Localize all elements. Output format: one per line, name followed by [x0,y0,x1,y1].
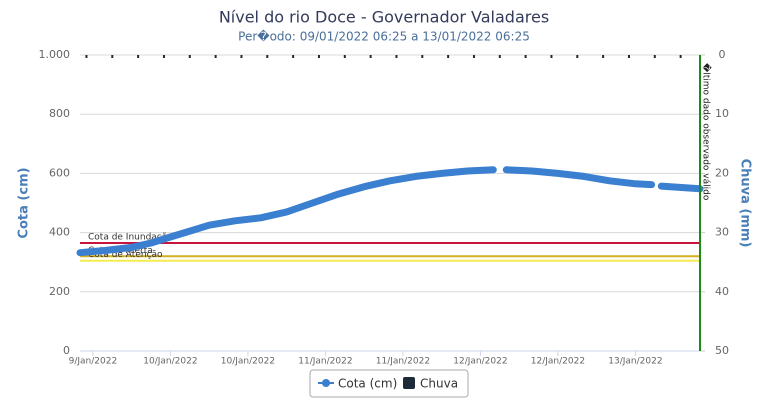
y-tick-label: 200 [49,285,70,298]
rain-bar [421,55,424,58]
rain-bar [85,55,88,58]
rain-bar [498,55,501,58]
rain-bar [653,55,656,58]
rain-bar [369,55,372,58]
rain-bar [292,55,295,58]
rain-bar [317,55,320,58]
rain-bar [447,55,450,58]
y2-tick-label: 40 [715,285,729,298]
rain-bar [679,55,682,58]
x-tick-label: 11/Jan/2022 [298,357,352,367]
chart-title: Nível do rio Doce - Governador Valadares [219,8,549,27]
y2-tick-label: 50 [715,344,729,357]
x-tick-label: 11/Jan/2022 [376,357,430,367]
chart-subtitle: Per�odo: 09/01/2022 06:25 a 13/01/2022 0… [238,30,530,44]
rain-bar [550,55,553,58]
x-tick-label: 13/Jan/2022 [608,357,662,367]
rain-bar [576,55,579,58]
legend-label[interactable]: Chuva [420,377,458,391]
x-tick-label: 12/Jan/2022 [453,357,507,367]
y2-tick-label: 30 [715,226,729,239]
y-tick-label: 600 [49,166,70,179]
y2-tick-label: 20 [715,166,729,179]
threshold-label: Cota de Inundação [88,232,173,242]
rain-bar [111,55,114,58]
y2-tick-label: 0 [719,48,726,61]
threshold-label: Cota de Atenção [88,250,163,260]
rain-bar [266,55,269,58]
y2-tick-label: 10 [715,107,729,120]
x-tick-label: 9/Jan/2022 [69,357,118,367]
rain-bar [627,55,630,58]
rain-bar [137,55,140,58]
x-tick-label: 12/Jan/2022 [531,357,585,367]
legend-marker[interactable] [403,377,415,389]
legend-marker[interactable] [322,379,330,387]
cota-line [76,166,704,257]
rain-bar [472,55,475,58]
rain-bar [240,55,243,58]
y-tick-label: 800 [49,107,70,120]
last-data-label: �ltimo dado observado válido [701,63,713,201]
y-tick-label: 400 [49,226,70,239]
rain-bar [602,55,605,58]
y-tick-label: 0 [63,344,70,357]
legend-box [309,369,469,398]
rain-bar [162,55,165,58]
y-tick-label: 1.000 [39,48,71,61]
rain-bar [524,55,527,58]
rain-bar [188,55,191,58]
rain-bar [214,55,217,58]
y2-axis-label: Chuva (mm) [738,159,753,248]
x-tick-label: 10/Jan/2022 [221,357,275,367]
y-axis-label: Cota (cm) [17,167,32,238]
rain-bar [395,55,398,58]
x-tick-label: 10/Jan/2022 [143,357,197,367]
legend-label[interactable]: Cota (cm) [338,377,397,391]
rain-bar [343,55,346,58]
